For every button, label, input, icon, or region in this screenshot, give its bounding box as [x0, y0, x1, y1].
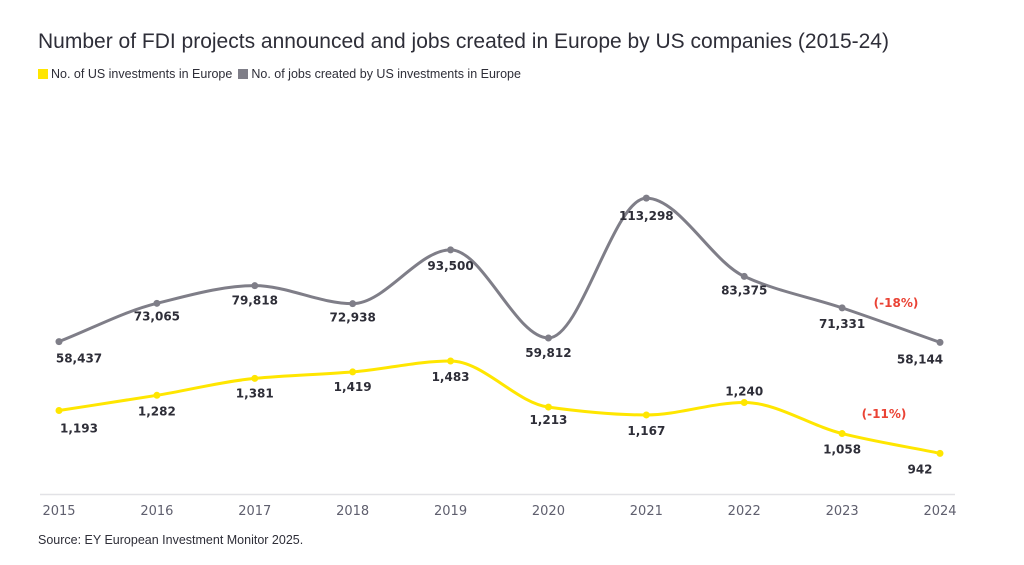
data-point-investments-2020 [544, 403, 552, 411]
data-point-jobs-2017 [251, 282, 259, 290]
data-label-investments-2015: 1,193 [60, 422, 98, 436]
data-label-investments-2022: 1,240 [725, 384, 763, 398]
data-label-jobs-2020: 59,812 [525, 346, 571, 360]
x-tick-label-2017: 2017 [238, 504, 271, 519]
data-label-investments-2021: 1,167 [627, 424, 665, 438]
source-note: Source: EY European Investment Monitor 2… [38, 533, 304, 547]
legend-label-jobs: No. of jobs created by US investments in… [251, 67, 521, 81]
data-point-jobs-2024 [936, 338, 944, 346]
x-tick-label-2021: 2021 [630, 504, 663, 519]
data-point-investments-2023 [838, 430, 846, 438]
chart-title: Number of FDI projects announced and job… [38, 30, 889, 53]
data-point-investments-2015 [55, 407, 63, 414]
data-label-jobs-2022: 83,375 [721, 283, 767, 297]
data-label-investments-2019: 1,483 [432, 370, 470, 384]
data-label-investments-2023: 1,058 [823, 443, 861, 457]
data-label-jobs-2024: 58,144 [897, 352, 943, 366]
annotation-jobs-change: (-18%) [874, 296, 919, 310]
data-label-jobs-2019: 93,500 [427, 259, 473, 273]
series-line-jobs [57, 196, 942, 344]
data-label-investments-2018: 1,419 [334, 380, 372, 394]
legend-item-jobs: No. of jobs created by US investments in… [238, 67, 521, 81]
x-tick-label-2020: 2020 [532, 504, 565, 519]
x-tick-label-2015: 2015 [42, 504, 75, 519]
data-point-jobs-2016 [153, 299, 161, 307]
data-label-investments-2017: 1,381 [236, 386, 274, 400]
data-point-investments-2022 [740, 398, 748, 406]
data-point-investments-2018 [349, 368, 357, 376]
annotation-investments-change: (-11%) [862, 407, 907, 421]
x-tick-label-2016: 2016 [140, 504, 173, 519]
series-line-investments [57, 359, 942, 455]
x-tick-label-2022: 2022 [728, 504, 761, 519]
data-point-investments-2017 [251, 374, 259, 382]
data-point-investments-2024 [936, 449, 944, 457]
data-point-jobs-2015 [55, 338, 63, 346]
legend-swatch-investments [38, 69, 48, 79]
x-tick-label-2024: 2024 [923, 504, 956, 519]
data-label-jobs-2017: 79,818 [232, 294, 278, 308]
data-label-jobs-2016: 73,065 [134, 309, 180, 323]
data-label-investments-2024: 942 [907, 462, 932, 476]
legend-label-investments: No. of US investments in Europe [51, 67, 233, 81]
data-label-jobs-2018: 72,938 [330, 311, 376, 325]
data-label-jobs-2023: 71,331 [819, 317, 865, 331]
legend-item-investments: No. of US investments in Europe [38, 67, 232, 81]
x-tick-label-2018: 2018 [336, 504, 369, 519]
data-point-jobs-2021 [642, 194, 650, 202]
data-point-jobs-2020 [544, 334, 552, 342]
data-label-jobs-2015: 58,437 [56, 352, 102, 366]
data-point-jobs-2019 [447, 246, 455, 254]
data-point-jobs-2023 [838, 304, 846, 312]
data-point-investments-2016 [153, 391, 161, 399]
legend: No. of US investments in Europe No. of j… [38, 67, 527, 81]
data-point-investments-2021 [642, 411, 650, 419]
data-label-investments-2020: 1,213 [529, 413, 567, 427]
x-tick-label-2019: 2019 [434, 504, 467, 519]
data-point-jobs-2022 [740, 272, 748, 280]
data-label-jobs-2021: 113,298 [619, 209, 674, 223]
data-point-jobs-2018 [349, 300, 357, 308]
legend-swatch-jobs [238, 69, 249, 79]
x-tick-label-2023: 2023 [826, 504, 859, 519]
data-point-investments-2019 [447, 357, 455, 365]
data-label-investments-2016: 1,282 [138, 404, 176, 418]
